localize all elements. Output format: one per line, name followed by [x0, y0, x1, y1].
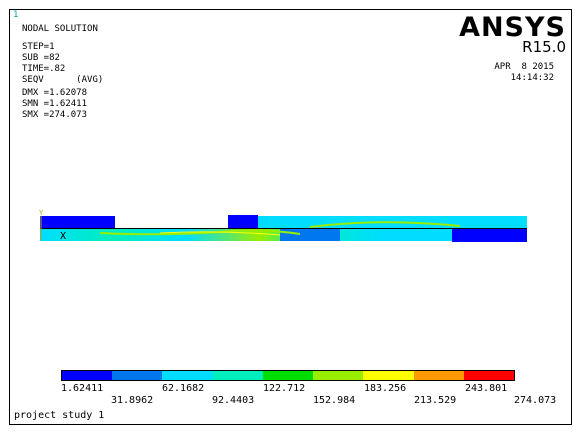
- middle-lower-region: [280, 229, 340, 241]
- legend-band-1: [62, 371, 113, 380]
- project-title: project study 1: [14, 410, 105, 421]
- date-label: APR 8 2015: [494, 62, 554, 72]
- legend-band-7: [363, 371, 414, 380]
- legend-band-5: [262, 371, 314, 380]
- window-number: 1: [13, 10, 19, 20]
- legend-label: 274.073: [514, 395, 557, 406]
- contour-legend-bar: [61, 370, 515, 381]
- legend-band-6: [313, 371, 364, 380]
- x-axis-label: X: [60, 231, 66, 242]
- legend-label: 31.8962: [111, 395, 154, 406]
- smx-label: SMX =274.073: [22, 110, 88, 120]
- legend-label: 183.256: [364, 383, 407, 394]
- legend-band-3: [162, 371, 213, 380]
- contour-streak-2: [159, 231, 281, 236]
- y-axis-label: Y: [39, 209, 44, 217]
- beam-edge: [40, 228, 527, 229]
- legend-label: 1.62411: [61, 383, 104, 394]
- time-label-stamp: 14:14:32: [510, 73, 554, 83]
- right-block-edge: [452, 228, 527, 229]
- left-upper-block: [40, 216, 115, 229]
- legend-band-4: [212, 371, 263, 380]
- legend-band-9: [463, 371, 514, 380]
- time-label: TIME=.82: [22, 64, 66, 74]
- legend-band-8: [413, 371, 464, 380]
- contour-streak-3: [309, 221, 461, 228]
- substep-label: SUB =82: [22, 53, 60, 63]
- legend-band-2: [112, 371, 163, 380]
- graphics-window[interactable]: [9, 9, 572, 425]
- result-title: NODAL SOLUTION: [22, 24, 98, 34]
- right-lower-block: [452, 229, 527, 242]
- legend-label: 122.712: [263, 383, 306, 394]
- version-label: R15.0: [522, 38, 566, 56]
- legend-label: 92.4403: [212, 395, 255, 406]
- quantity-label: SEQV (AVG): [22, 75, 104, 85]
- step-label: STEP=1: [22, 42, 55, 52]
- ansys-logo: ANSYS: [459, 12, 566, 43]
- legend-label: 152.984: [313, 395, 356, 406]
- legend-label: 62.1682: [162, 383, 205, 394]
- smn-label: SMN =1.62411: [22, 99, 88, 109]
- dmx-label: DMX =1.62078: [22, 88, 88, 98]
- legend-label: 213.529: [414, 395, 457, 406]
- middle-upper-block: [228, 215, 258, 228]
- legend-label: 243.801: [465, 383, 508, 394]
